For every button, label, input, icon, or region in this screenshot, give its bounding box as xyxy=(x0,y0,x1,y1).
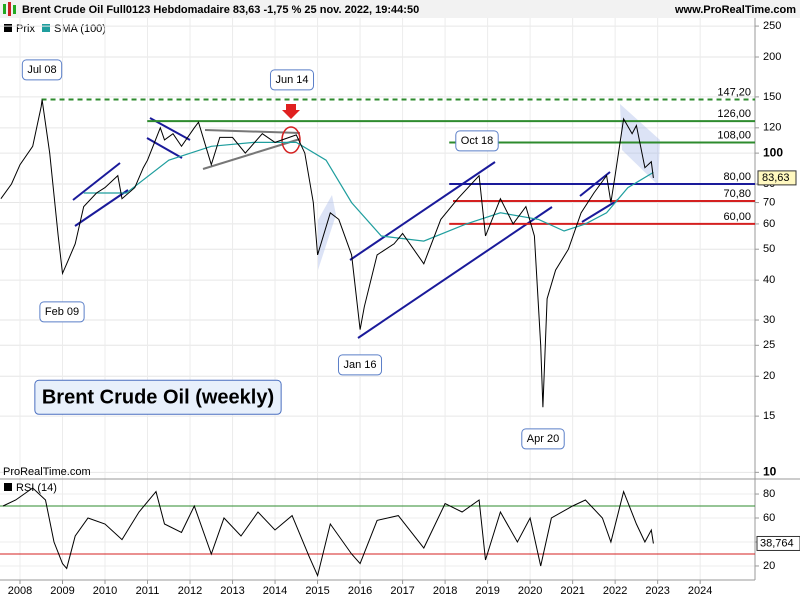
last-label: 83,63 xyxy=(762,172,790,184)
y-tick-label: 30 xyxy=(763,314,775,326)
rsi-line xyxy=(2,487,654,578)
icon xyxy=(13,5,16,14)
y-tick-label: 40 xyxy=(763,274,775,286)
y-tick-label: 25 xyxy=(763,339,775,351)
last-box xyxy=(757,170,797,186)
x-tick-label: 2010 xyxy=(93,585,117,597)
level-label: 126,00 xyxy=(717,108,751,120)
x-tick-label: 2008 xyxy=(8,585,32,597)
x-tick-label: 2023 xyxy=(645,585,669,597)
x-tick-label: 2014 xyxy=(263,585,287,597)
x-tick-label: 2019 xyxy=(475,585,499,597)
legend-swatch xyxy=(4,24,12,32)
legend-swatch xyxy=(42,24,50,32)
y-tick-label: 150 xyxy=(763,91,781,103)
level-label: 147,20 xyxy=(717,86,751,98)
rsi-title: RSI (14) xyxy=(16,482,57,494)
axis-bg xyxy=(755,18,800,600)
y-tick-label: 10 xyxy=(763,465,777,479)
x-tick-label: 2013 xyxy=(220,585,244,597)
legend-label: Prix xyxy=(16,23,35,35)
annotation-box xyxy=(269,69,315,91)
legend-swatch xyxy=(4,483,12,491)
x-tick-label: 2017 xyxy=(390,585,414,597)
series-line xyxy=(0,99,654,408)
arrow xyxy=(282,104,300,119)
legend-label: SMA (100) xyxy=(54,23,106,35)
y-tick-label: 15 xyxy=(763,410,775,422)
chart-title: Brent Crude Oil Full0123 Hebdomadaire 83… xyxy=(22,4,419,16)
x-tick-label: 2012 xyxy=(178,585,202,597)
rsi-tick-label: 20 xyxy=(763,560,775,572)
rsi-tick-label: 60 xyxy=(763,512,775,524)
icon xyxy=(3,4,6,14)
trend-lines xyxy=(72,117,619,339)
rsi-last-box xyxy=(756,535,800,551)
y-tick-label: 100 xyxy=(763,145,783,159)
annotation: Jan 16 xyxy=(343,359,376,371)
x-tick-label: 2018 xyxy=(433,585,457,597)
annotation: Apr 20 xyxy=(527,433,559,445)
level-label: 60,00 xyxy=(723,211,751,223)
annotation: Oct 18 xyxy=(461,135,493,147)
watermark: ProRealTime.com xyxy=(3,466,91,478)
y-tick-label: 60 xyxy=(763,218,775,230)
y-tick-label: 50 xyxy=(763,243,775,255)
y-tick-label: 20 xyxy=(763,370,775,382)
annotation-box xyxy=(455,130,499,152)
panel-title: Brent Crude Oil (weekly) xyxy=(42,386,274,408)
level-label: 108,00 xyxy=(717,129,751,141)
x-tick-label: 2011 xyxy=(136,585,160,597)
rsi-last-label: 38,764 xyxy=(760,537,794,549)
header-bar xyxy=(0,0,800,18)
rsi-tick-label: 80 xyxy=(763,488,775,500)
panel-title-box xyxy=(34,379,282,415)
x-tick-label: 2016 xyxy=(348,585,372,597)
x-tick-label: 2022 xyxy=(603,585,627,597)
annotation-box xyxy=(39,301,85,323)
annotation-box xyxy=(521,428,565,450)
y-tick-label: 120 xyxy=(763,122,781,134)
y-tick-label: 250 xyxy=(763,20,781,32)
annotation-box xyxy=(337,354,383,376)
annotation: Feb 09 xyxy=(45,306,79,318)
y-tick-label: 70 xyxy=(763,196,775,208)
x-tick-label: 2009 xyxy=(50,585,74,597)
source: www.ProRealTime.com xyxy=(674,4,796,16)
annotation-box xyxy=(21,59,63,81)
level-label: 80,00 xyxy=(723,171,751,183)
y-tick-label: 200 xyxy=(763,51,781,63)
annotation: Jun 14 xyxy=(275,74,308,86)
series-line xyxy=(83,141,654,242)
x-tick-label: 2015 xyxy=(305,585,329,597)
level-label: 70,80 xyxy=(723,188,751,200)
annotation: Jul 08 xyxy=(27,64,56,76)
x-tick-label: 2021 xyxy=(560,585,584,597)
icon xyxy=(8,2,11,16)
x-tick-label: 2024 xyxy=(688,585,712,597)
x-tick-label: 2020 xyxy=(518,585,542,597)
